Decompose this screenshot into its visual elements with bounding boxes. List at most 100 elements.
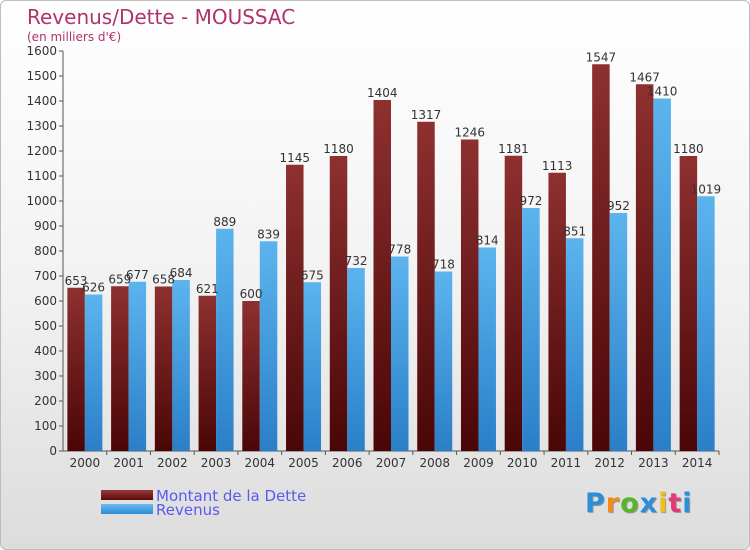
y-tick-label: 1300 <box>26 119 57 133</box>
data-label-revenus: 1019 <box>691 182 722 196</box>
legend-label-debt: Montant de la Dette <box>156 487 307 505</box>
bar-debt <box>504 155 523 451</box>
bar-debt <box>67 287 85 451</box>
x-tick-label: 2009 <box>463 456 494 470</box>
data-label-revenus: 675 <box>301 268 324 282</box>
bar-revenus <box>172 280 190 451</box>
legend-swatch-debt <box>101 490 153 500</box>
y-tick-label: 900 <box>34 219 57 233</box>
x-tick-label: 2012 <box>594 456 625 470</box>
y-tick-label: 600 <box>34 294 57 308</box>
y-tick-label: 500 <box>34 319 57 333</box>
data-label-debt: 1547 <box>586 50 617 64</box>
bar-revenus <box>303 282 322 451</box>
bar-debt <box>460 139 479 451</box>
logo-letter: o <box>620 488 640 519</box>
data-label-revenus: 839 <box>257 227 280 241</box>
bar-debt <box>198 295 217 451</box>
bar-revenus <box>697 196 715 451</box>
data-label-revenus: 814 <box>476 234 499 248</box>
chart-title: Revenus/Dette - MOUSSAC <box>27 5 296 29</box>
data-label-debt: 653 <box>65 274 88 288</box>
data-label-debt: 659 <box>108 272 131 286</box>
bar-debt <box>635 84 654 451</box>
x-tick-label: 2013 <box>638 456 669 470</box>
bar-revenus <box>259 241 278 451</box>
x-tick-label: 2005 <box>288 456 319 470</box>
bar-revenus <box>391 256 409 451</box>
data-label-revenus: 677 <box>126 268 149 282</box>
data-label-revenus: 718 <box>432 258 455 272</box>
y-tick-label: 1200 <box>26 144 57 158</box>
data-label-revenus: 1410 <box>647 85 678 99</box>
x-tick-label: 2010 <box>507 456 538 470</box>
data-label-debt: 1246 <box>454 126 485 140</box>
x-tick-label: 2006 <box>332 456 363 470</box>
data-label-revenus: 732 <box>345 254 368 268</box>
bar-revenus <box>216 228 234 451</box>
logo-letter: x <box>639 488 659 519</box>
y-tick-label: 700 <box>34 269 57 283</box>
bar-revenus <box>434 271 453 451</box>
y-tick-label: 1500 <box>26 69 57 83</box>
y-tick-label: 0 <box>49 444 57 458</box>
data-label-debt: 1180 <box>673 142 704 156</box>
legend-swatch-revenus <box>101 504 153 514</box>
data-label-debt: 1317 <box>411 108 442 122</box>
logo-letter: P <box>585 488 606 519</box>
chart-subtitle: (en milliers d'€) <box>27 30 122 44</box>
proxiti-logo: Proxiti <box>585 488 693 519</box>
data-label-revenus: 684 <box>170 266 193 280</box>
y-tick-label: 1600 <box>26 44 57 58</box>
y-tick-label: 200 <box>34 394 57 408</box>
x-tick-label: 2003 <box>201 456 232 470</box>
bar-debt <box>592 64 610 451</box>
bar-revenus <box>565 238 584 451</box>
data-label-revenus: 952 <box>607 199 630 213</box>
logo-letter: i <box>658 488 669 519</box>
y-tick-label: 300 <box>34 369 57 383</box>
bar-revenus <box>522 208 540 451</box>
data-label-revenus: 889 <box>213 215 236 229</box>
bar-revenus <box>347 268 365 451</box>
data-label-debt: 1467 <box>629 70 660 84</box>
y-tick-label: 1100 <box>26 169 57 183</box>
data-label-revenus: 778 <box>388 243 411 257</box>
bar-revenus <box>653 98 671 451</box>
data-label-debt: 658 <box>152 273 175 287</box>
bar-revenus <box>609 213 628 451</box>
data-label-debt: 1113 <box>542 159 573 173</box>
bar-debt <box>286 164 304 451</box>
data-label-debt: 600 <box>240 287 263 301</box>
bar-debt <box>154 286 173 451</box>
data-label-debt: 621 <box>196 282 219 296</box>
y-tick-label: 1400 <box>26 94 57 108</box>
x-tick-label: 2011 <box>551 456 582 470</box>
bar-debt <box>548 172 566 451</box>
x-tick-label: 2004 <box>245 456 276 470</box>
data-label-debt: 1181 <box>498 142 529 156</box>
x-tick-label: 2001 <box>113 456 144 470</box>
bar-revenus <box>128 281 147 451</box>
bar-debt <box>679 156 698 451</box>
logo-letter: i <box>682 488 693 519</box>
data-label-debt: 1404 <box>367 86 398 100</box>
data-label-revenus: 851 <box>563 224 586 238</box>
legend-label-revenus: Revenus <box>156 501 220 519</box>
data-label-revenus: 972 <box>519 194 542 208</box>
y-tick-label: 800 <box>34 244 57 258</box>
logo-letter: t <box>668 488 683 519</box>
x-tick-label: 2002 <box>157 456 188 470</box>
x-tick-label: 2008 <box>419 456 450 470</box>
logo-letter: r <box>605 488 621 519</box>
bar-debt <box>111 286 129 451</box>
x-tick-label: 2000 <box>70 456 101 470</box>
bar-debt <box>373 100 391 451</box>
data-label-debt: 1180 <box>323 142 354 156</box>
x-tick-label: 2007 <box>376 456 407 470</box>
bar-revenus <box>84 294 103 451</box>
x-tick-label: 2014 <box>682 456 713 470</box>
y-tick-label: 400 <box>34 344 57 358</box>
